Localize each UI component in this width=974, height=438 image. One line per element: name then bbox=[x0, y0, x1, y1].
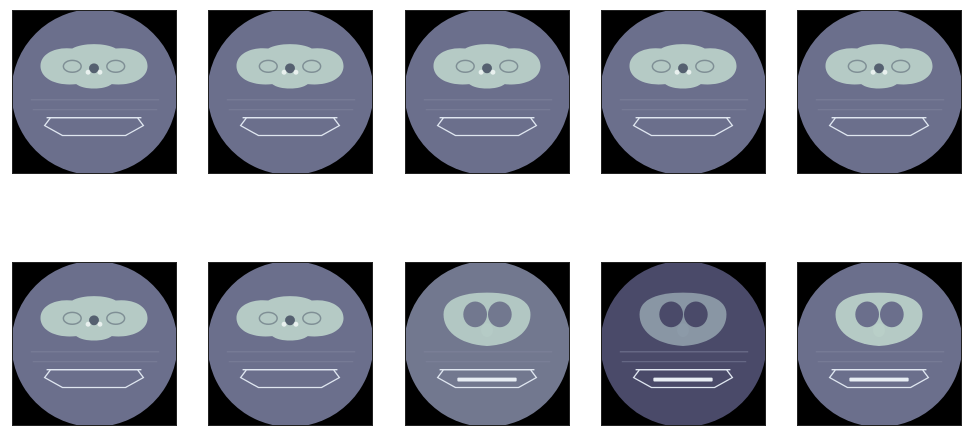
left-lung bbox=[855, 301, 880, 328]
structure-left bbox=[258, 59, 278, 73]
airway bbox=[482, 63, 492, 74]
structure-right bbox=[106, 59, 126, 73]
bone-fragment-right bbox=[97, 69, 103, 75]
structure-right bbox=[302, 59, 322, 73]
bone-fragment-left bbox=[674, 69, 680, 75]
ct-slice-panel-9 bbox=[601, 262, 766, 426]
field-of-view-circle bbox=[13, 263, 176, 425]
ct-slice-panel-7 bbox=[208, 262, 373, 426]
airway bbox=[874, 63, 884, 74]
scanner-table-bar bbox=[457, 377, 517, 382]
field-of-view-circle bbox=[602, 11, 765, 173]
bone-fragment-left bbox=[478, 69, 484, 75]
structure-right bbox=[695, 59, 715, 73]
scanner-table-bar bbox=[849, 377, 909, 382]
structure-right bbox=[106, 311, 126, 325]
bone-fragment-left bbox=[85, 69, 91, 75]
bone-fragment-right bbox=[293, 69, 299, 75]
left-lung bbox=[463, 301, 488, 328]
ct-slice-image bbox=[602, 11, 765, 173]
bone-fragment-right bbox=[686, 69, 692, 75]
airway bbox=[285, 315, 295, 326]
ct-slice-image bbox=[406, 263, 569, 425]
field-of-view-circle bbox=[209, 263, 372, 425]
scanner-table-bar bbox=[653, 377, 713, 382]
bone-fragment-right bbox=[882, 69, 888, 75]
structure-left bbox=[651, 59, 671, 73]
ct-slice-panel-3 bbox=[405, 10, 570, 174]
structure-right bbox=[302, 311, 322, 325]
bone-fragment-right bbox=[293, 321, 299, 327]
ct-slice-image bbox=[209, 11, 372, 173]
ct-slice-image bbox=[406, 11, 569, 173]
ct-slice-image bbox=[13, 11, 176, 173]
ct-slice-panel-4 bbox=[601, 10, 766, 174]
bone-fragment-right bbox=[97, 321, 103, 327]
structure-left bbox=[62, 59, 82, 73]
ct-slice-image bbox=[798, 263, 961, 425]
mediastinum bbox=[677, 323, 689, 338]
bone-fragment-right bbox=[490, 69, 496, 75]
ct-slice-panel-1 bbox=[12, 10, 177, 174]
field-of-view-circle bbox=[209, 11, 372, 173]
left-lung bbox=[659, 301, 684, 328]
airway bbox=[89, 63, 99, 74]
ct-slice-image bbox=[602, 263, 765, 425]
ct-slice-panel-8 bbox=[405, 262, 570, 426]
airway bbox=[89, 315, 99, 326]
right-lung bbox=[683, 301, 708, 328]
bone-fragment-left bbox=[870, 69, 876, 75]
field-of-view-circle bbox=[406, 11, 569, 173]
mediastinum bbox=[873, 323, 885, 338]
structure-left bbox=[258, 311, 278, 325]
ct-slice-panel-6 bbox=[12, 262, 177, 426]
bone-fragment-left bbox=[281, 321, 287, 327]
right-lung bbox=[879, 301, 904, 328]
structure-left bbox=[62, 311, 82, 325]
structure-left bbox=[847, 59, 867, 73]
structure-right bbox=[499, 59, 519, 73]
ct-slice-panel-10 bbox=[797, 262, 962, 426]
right-lung bbox=[487, 301, 512, 328]
ct-slice-panel-2 bbox=[208, 10, 373, 174]
airway bbox=[285, 63, 295, 74]
ct-slice-image bbox=[798, 11, 961, 173]
bone-fragment-left bbox=[281, 69, 287, 75]
ct-slice-panel-5 bbox=[797, 10, 962, 174]
structure-right bbox=[891, 59, 911, 73]
field-of-view-circle bbox=[798, 11, 961, 173]
structure-left bbox=[455, 59, 475, 73]
ct-slice-image bbox=[13, 263, 176, 425]
mediastinum bbox=[481, 323, 493, 338]
ct-slice-image bbox=[209, 263, 372, 425]
bone-fragment-left bbox=[85, 321, 91, 327]
airway bbox=[678, 63, 688, 74]
field-of-view-circle bbox=[13, 11, 176, 173]
